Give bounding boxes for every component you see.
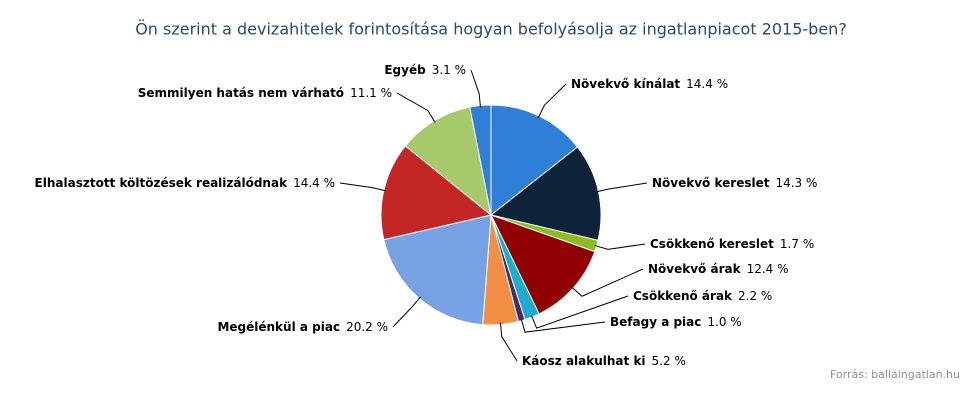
connector [392, 296, 421, 328]
data-label: Semmilyen hatás nem várható 11.1 % [138, 86, 392, 100]
category-label: Növekvő kereslet [652, 176, 770, 190]
category-label: Befagy a piac [610, 315, 701, 329]
value-label: 5.2 % [652, 354, 686, 368]
connector [530, 295, 629, 329]
data-label: Káosz alakulhat ki 5.2 % [522, 354, 686, 368]
data-label: Megélénkül a piac 20.2 % [217, 320, 388, 334]
value-label: 12.4 % [747, 262, 789, 276]
data-label: Növekvő kereslet 14.3 % [652, 176, 817, 190]
connector [571, 268, 644, 297]
connector [396, 92, 436, 123]
data-label: Növekvő kínálat 14.4 % [571, 77, 728, 91]
data-label: Növekvő árak 12.4 % [648, 262, 789, 276]
data-label: Elhalasztott költözések realizálódnak 14.… [35, 176, 335, 190]
value-label: 20.2 % [346, 320, 388, 334]
connector [596, 182, 648, 193]
category-label: Növekvő kínálat [571, 77, 680, 91]
data-label: Egyéb 3.1 % [384, 63, 466, 77]
chart-title: Ön szerint a devizahitelek forintosítása… [135, 20, 847, 39]
value-label: 14.3 % [775, 176, 817, 190]
data-label: Csökkenő árak 2.2 % [633, 289, 772, 303]
category-label: Káosz alakulhat ki [522, 354, 646, 368]
category-label: Csökkenő árak [633, 289, 733, 303]
value-label: 11.1 % [350, 86, 392, 100]
credit: Forrás: ballaingatlan.hu [830, 368, 960, 381]
connector [470, 69, 481, 108]
value-label: 14.4 % [686, 77, 728, 91]
category-label: Megélénkül a piac [217, 320, 340, 334]
category-label: Semmilyen hatás nem várható [138, 86, 344, 100]
category-label: Egyéb [384, 63, 426, 77]
data-label: Befagy a piac 1.0 % [610, 315, 742, 329]
data-label: Csökkenő kereslet 1.7 % [650, 237, 814, 251]
value-label: 2.2 % [738, 289, 772, 303]
value-label: 1.7 % [780, 237, 814, 251]
value-label: 3.1 % [432, 63, 466, 77]
connector [520, 318, 606, 333]
value-label: 14.4 % [293, 176, 335, 190]
category-label: Növekvő árak [648, 262, 742, 276]
connector [499, 322, 518, 362]
connector [537, 83, 567, 119]
category-label: Csökkenő kereslet [650, 237, 774, 251]
category-label: Elhalasztott költözések realizálódnak [35, 176, 289, 190]
connector [339, 182, 386, 192]
value-label: 1.0 % [707, 315, 741, 329]
connector [594, 243, 646, 250]
